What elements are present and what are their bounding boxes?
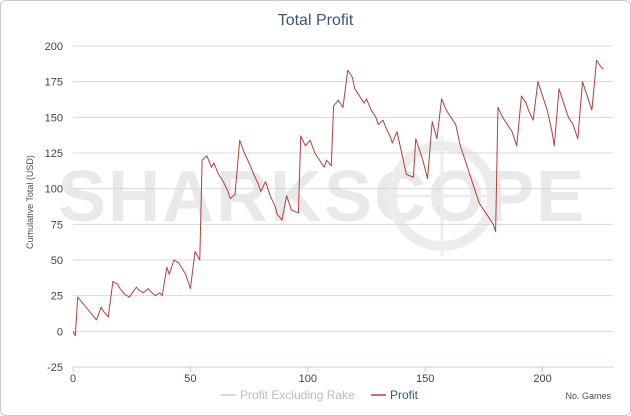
x-axis-label: No. Games [565,391,611,401]
series-lines [72,59,604,337]
legend-item-1[interactable]: Profit [390,388,419,402]
x-tick-label: 150 [416,373,434,385]
x-tick-labels: 0 50 100 150 200 [70,367,552,385]
y-tick-label: 125 [45,148,63,160]
y-tick-label: 100 [45,184,63,196]
legend-item-0[interactable]: Profit Excluding Rake [240,388,355,402]
y-tick-label: 50 [51,255,63,267]
y-tick-label: 75 [51,219,63,231]
y-axis-label: Cumulative Total (USD) [25,155,35,249]
x-tick-label: 200 [533,373,551,385]
y-tick-label: 150 [45,112,63,124]
grid-lines [73,45,613,368]
legend[interactable]: Profit Excluding Rake Profit [221,388,419,402]
watermark-text: SHARKSCOPE [58,157,586,237]
chart-title: Total Profit [278,12,354,29]
watermark-scope-icon [382,136,502,256]
y-tick-label: -25 [47,362,63,374]
y-tick-label: 200 [45,41,63,53]
x-tick-label: 0 [70,373,76,385]
y-tick-labels: -25 0 25 50 75 100 125 150 175 200 [45,41,63,374]
y-tick-label: 0 [57,326,63,338]
x-tick-label: 100 [299,373,317,385]
y-tick-label: 25 [51,291,63,303]
y-tick-label: 175 [45,77,63,89]
series-line-1 [72,59,604,337]
x-tick-label: 50 [184,373,196,385]
